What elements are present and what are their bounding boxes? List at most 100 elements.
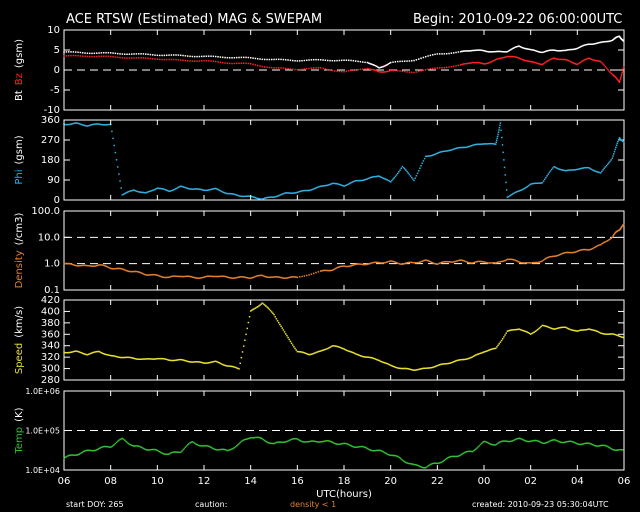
- data-point: [358, 354, 360, 357]
- data-point: [540, 182, 542, 184]
- data-point: [121, 437, 124, 440]
- data-point: [445, 52, 448, 55]
- data-point: [333, 70, 336, 72]
- data-point: [374, 449, 377, 452]
- data-point: [426, 155, 428, 157]
- data-point: [570, 440, 573, 443]
- data-point: [613, 333, 616, 336]
- data-point: [501, 338, 504, 340]
- data-point: [220, 275, 223, 277]
- data-point: [587, 166, 589, 169]
- data-point: [553, 49, 555, 51]
- data-point: [325, 348, 328, 350]
- data-point: [449, 456, 451, 458]
- data-point: [113, 355, 115, 357]
- data-point: [104, 445, 106, 448]
- data-point: [277, 67, 280, 69]
- data-point: [478, 444, 481, 447]
- data-point: [204, 276, 206, 278]
- data-point: [559, 441, 561, 443]
- data-point: [541, 51, 544, 54]
- data-point: [317, 186, 320, 188]
- data-point: [148, 190, 150, 193]
- data-point: [602, 332, 604, 335]
- data-point: [100, 264, 103, 266]
- data-point: [109, 55, 112, 58]
- data-point: [78, 453, 80, 455]
- data-point: [580, 45, 582, 48]
- data-point: [66, 455, 69, 457]
- data-point: [294, 68, 296, 71]
- data-point: [413, 463, 415, 466]
- data-point: [567, 59, 569, 62]
- data-point: [197, 277, 199, 279]
- data-point: [588, 328, 590, 330]
- data-point: [559, 253, 561, 256]
- data-point: [405, 461, 407, 464]
- data-point: [434, 462, 436, 464]
- data-point: [484, 261, 486, 264]
- data-point: [235, 276, 238, 279]
- svg-text:BtBz(gsm): BtBz(gsm): [14, 39, 25, 101]
- data-point: [396, 455, 399, 458]
- data-point: [268, 58, 271, 61]
- data-point: [484, 440, 486, 443]
- data-point: [497, 261, 499, 263]
- data-point: [192, 361, 195, 363]
- data-point: [505, 259, 507, 261]
- data-point: [74, 350, 77, 352]
- data-point: [457, 51, 460, 53]
- data-point: [410, 71, 413, 74]
- data-point: [184, 59, 187, 62]
- data-point: [344, 265, 346, 268]
- data-point: [433, 366, 435, 368]
- data-point: [543, 178, 546, 181]
- data-point: [279, 441, 281, 443]
- data-point: [240, 195, 243, 198]
- data-point: [126, 441, 128, 444]
- data-point: [393, 454, 395, 457]
- data-point: [270, 196, 273, 198]
- data-point: [591, 58, 594, 61]
- data-point: [165, 358, 168, 361]
- data-point: [157, 187, 160, 190]
- data-point: [67, 351, 70, 354]
- data-point: [146, 274, 148, 276]
- data-point: [130, 189, 133, 192]
- data-point: [510, 258, 512, 261]
- data-point: [99, 447, 101, 449]
- data-point: [402, 263, 405, 265]
- data-point: [350, 69, 352, 72]
- data-point: [566, 49, 568, 51]
- data-point: [407, 261, 409, 264]
- data-point: [610, 447, 612, 450]
- data-point: [190, 275, 192, 278]
- data-point: [475, 49, 477, 52]
- data-point: [613, 449, 616, 451]
- data-point: [420, 368, 422, 370]
- data-point: [473, 143, 476, 146]
- data-point: [134, 445, 136, 447]
- data-point: [205, 445, 208, 447]
- data-point: [450, 149, 453, 151]
- data-point: [382, 65, 385, 68]
- data-point: [583, 329, 586, 331]
- data-point: [289, 439, 292, 441]
- data-point: [365, 447, 367, 449]
- data-point: [351, 264, 353, 267]
- data-point: [274, 316, 276, 318]
- data-point: [568, 440, 570, 443]
- data-point: [410, 368, 413, 371]
- data-point: [414, 177, 416, 179]
- y-tick-label: 360: [41, 115, 60, 126]
- data-point: [221, 448, 224, 451]
- data-point: [388, 260, 391, 263]
- data-point: [305, 353, 308, 355]
- data-point: [326, 269, 329, 272]
- data-point: [210, 55, 212, 57]
- data-point: [549, 440, 552, 442]
- data-point: [100, 352, 103, 354]
- y-tick-label: 100.0: [31, 206, 60, 217]
- data-point: [288, 276, 290, 279]
- data-point: [486, 350, 489, 352]
